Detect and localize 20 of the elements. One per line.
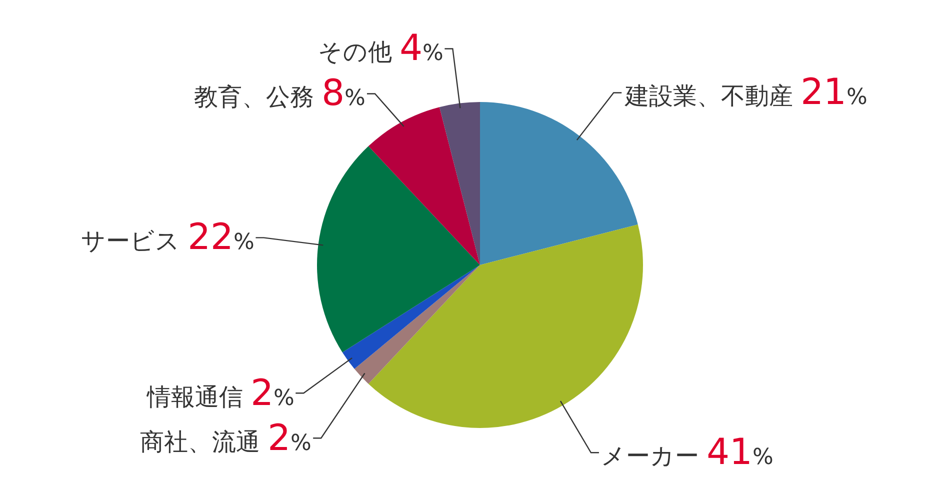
slice-label: 建設業、不動産 <box>625 82 793 110</box>
pie-slice <box>368 224 643 428</box>
slice-label: 教育、公務 <box>194 83 314 111</box>
slice-label: サービス <box>81 227 180 255</box>
pie-slice <box>317 146 480 352</box>
data-label: 2% <box>250 373 294 414</box>
slice-label: メーカー <box>601 442 699 470</box>
data-label: 4% <box>400 28 444 69</box>
slice-label: 情報通信 <box>147 383 243 411</box>
slice-label: 商社、流通 <box>140 428 260 456</box>
data-label: 21% <box>800 72 868 113</box>
pie-slice <box>354 265 480 384</box>
pie-slice <box>439 102 480 265</box>
pie-slice <box>342 265 480 369</box>
data-label: 2% <box>268 418 312 459</box>
slice-label: その他 <box>318 38 392 66</box>
pie-slice <box>368 107 480 265</box>
data-label: 22% <box>188 217 254 258</box>
data-label: 41% <box>706 432 774 473</box>
data-label: 8% <box>322 73 366 114</box>
